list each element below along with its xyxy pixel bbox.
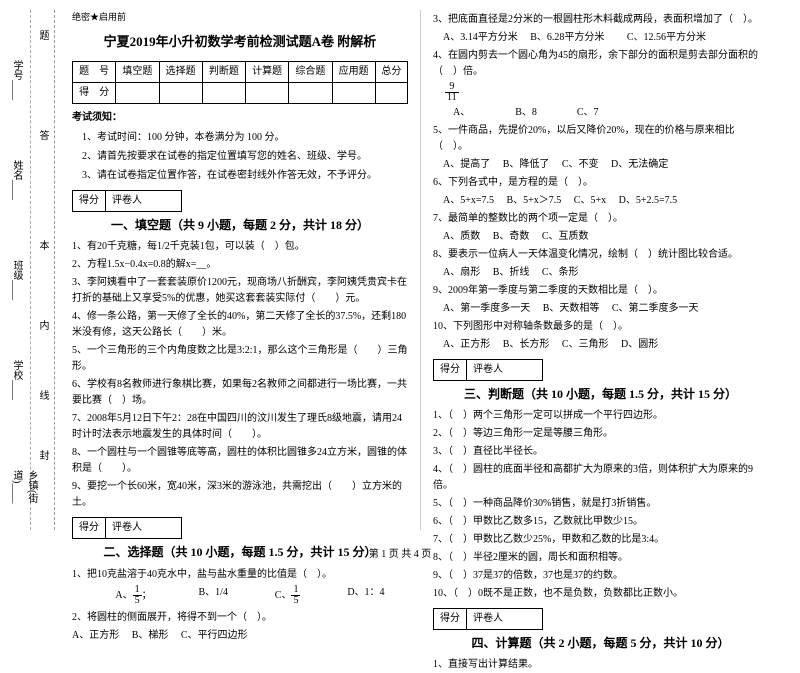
question: 8、一个圆柱与一个圆锥等底等高，圆柱的体积比圆锥多24立方米，圆锥的体积是（ ）… xyxy=(72,445,408,477)
question: 3、（ ）直径比半径长。 xyxy=(433,444,768,460)
exam-title: 宁夏2019年小升初数学考前检测试题A卷 附解析 xyxy=(72,32,408,53)
header-cell: 填空题 xyxy=(116,62,159,83)
options: A、正方形 B、梯形 C、平行四边形 xyxy=(72,628,408,644)
options: A、扇形 B、折线 C、条形 xyxy=(433,265,768,281)
question: 6、下列各式中，是方程的是（ ）。 xyxy=(433,175,768,191)
options: A、提高了 B、降低了 C、不变 D、无法确定 xyxy=(433,157,768,173)
score-label: 得 分 xyxy=(73,83,116,104)
question: 9、2009年第一季度与第二季度的天数相比是（ ）。 xyxy=(433,283,768,299)
fold-hint: 封 xyxy=(35,450,50,460)
question: 4、在圆内剪去一个圆心角为45的扇形，余下部分的面积是剪去部分面积的（ ）倍。 xyxy=(433,48,768,80)
question: 4、（ ）圆柱的底面半径和高都扩大为原来的3倍，则体积扩大为原来的9倍。 xyxy=(433,462,768,494)
question: 7、2008年5月12日下午2：28在中国四川的汶川发生了理氏8级地震，请用24… xyxy=(72,411,408,443)
fold-hint: 线 xyxy=(35,390,50,400)
question: 10、（ ）0既不是正数，也不是负数，负数都比正数小。 xyxy=(433,586,768,602)
question: 4、修一条公路，第一天修了全长的40%，第二天修了全长的37.5%，还剩180米… xyxy=(72,309,408,341)
question: 6、学校有8名教师进行象棋比赛，如果每2名教师之间都进行一场比赛，一共要比赛（ … xyxy=(72,377,408,409)
question: 10、下列图形中对称轴条数最多的是（ ）。 xyxy=(433,319,768,335)
question: 3、把底面直径是2分米的一根圆柱形木料截成两段，表面积增加了（ ）。 xyxy=(433,12,768,28)
section-4-title: 四、计算题（共 2 小题，每题 5 分，共计 10 分） xyxy=(433,634,768,653)
left-column: 绝密★启用前 宁夏2019年小升初数学考前检测试题A卷 附解析 题 号 填空题 … xyxy=(60,10,420,530)
header-cell: 综合题 xyxy=(289,62,332,83)
option-a: A、15； xyxy=(115,585,151,606)
secret-label: 绝密★启用前 xyxy=(72,10,408,24)
fold-hint: 本 xyxy=(35,240,50,250)
fold-hint: 答 xyxy=(35,130,50,140)
side-field-label: 学校____ xyxy=(9,360,24,400)
side-field-label: 乡镇(街道)____ xyxy=(9,470,39,530)
score-label: 得分 xyxy=(434,360,467,380)
question: 9、（ ）37是37的倍数，37也是37的约数。 xyxy=(433,568,768,584)
question: 5、一件商品，先提价20%，以后又降价20%，现在的价格与原来相比（ ）。 xyxy=(433,123,768,155)
option-d: D、1：4 xyxy=(347,585,384,606)
question: 5、（ ）一种商品降价30%销售，就是打3折销售。 xyxy=(433,496,768,512)
question: 9、要挖一个长60米，宽40米，深3米的游泳池，共需挖出（ ）立方米的土。 xyxy=(72,479,408,511)
notice-item: 2、请首先按要求在试卷的指定位置填写您的姓名、班级、学号。 xyxy=(72,149,408,165)
notice-title: 考试须知： xyxy=(72,110,408,126)
grader-label: 评卷人 xyxy=(467,609,509,629)
fold-hint: 内 xyxy=(35,320,50,330)
score-signoff-box: 得分 评卷人 xyxy=(433,608,543,630)
fold-hint: 题 xyxy=(35,30,50,40)
question: 3、李阿姨看中了一套套装原价1200元，现商场八折酬宾，李阿姨凭贵宾卡在打折的基… xyxy=(72,275,408,307)
options-row: A、15； B、1/4 C、15 D、1：4 xyxy=(92,585,408,606)
grader-label: 评卷人 xyxy=(467,360,509,380)
score-signoff-box: 得分 评卷人 xyxy=(72,190,182,212)
score-label: 得分 xyxy=(73,191,106,211)
options: A、正方形 B、长方形 C、三角形 D、圆形 xyxy=(433,337,768,353)
header-cell: 计算题 xyxy=(246,62,289,83)
header-cell: 总分 xyxy=(375,62,407,83)
page-content: 绝密★启用前 宁夏2019年小升初数学考前检测试题A卷 附解析 题 号 填空题 … xyxy=(0,0,800,540)
score-label: 得分 xyxy=(73,518,106,538)
grader-label: 评卷人 xyxy=(106,518,148,538)
notice-item: 1、考试时间：100 分钟，本卷满分为 100 分。 xyxy=(72,130,408,146)
question: 1、（ ）两个三角形一定可以拼成一个平行四边形。 xyxy=(433,408,768,424)
grader-label: 评卷人 xyxy=(106,191,148,211)
score-table: 题 号 填空题 选择题 判断题 计算题 综合题 应用题 总分 得 分 xyxy=(72,61,408,104)
fraction-display: 911 xyxy=(445,82,768,103)
options: A、5+x=7.5 B、5+x＞7.5 C、5+x D、5+2.5=7.5 xyxy=(433,193,768,209)
question: 1、有20千克糖，每1/2千克装1包，可以装（ ）包。 xyxy=(72,239,408,255)
score-header-row: 题 号 填空题 选择题 判断题 计算题 综合题 应用题 总分 xyxy=(73,62,408,83)
options: A、 B、8 C、7 xyxy=(433,105,768,121)
options: A、第一季度多一天 B、天数相等 C、第二季度多一天 xyxy=(433,301,768,317)
score-label: 得分 xyxy=(434,609,467,629)
header-cell: 选择题 xyxy=(159,62,202,83)
options: A、3.14平方分米 B、6.28平方分米 C、12.56平方分米 xyxy=(433,30,768,46)
question: 6、（ ）甲数比乙数多15，乙数就比甲数少15。 xyxy=(433,514,768,530)
question: 7、最简单的整数比的两个项一定是（ ）。 xyxy=(433,211,768,227)
notice-item: 3、请在试卷指定位置作答，在试卷密封线外作答无效，不予评分。 xyxy=(72,168,408,184)
page-footer: 第 1 页 共 4 页 xyxy=(0,545,800,560)
question: 1、把10克盐溶于40克水中，盐与盐水重量的比值是（ ）。 xyxy=(72,567,408,583)
side-field-label: 姓名____ xyxy=(9,160,24,200)
options: A、质数 B、奇数 C、互质数 xyxy=(433,229,768,245)
question: 1、直接写出计算结果。 xyxy=(433,657,768,673)
question: 2、将圆柱的侧面展开，将得不到一个（ ）。 xyxy=(72,610,408,626)
question: 8、要表示一位病人一天体温变化情况，绘制（ ）统计图比较合适。 xyxy=(433,247,768,263)
option-b: B、1/4 xyxy=(199,585,228,606)
side-field-label: 学号____ xyxy=(9,60,24,100)
header-cell: 应用题 xyxy=(332,62,375,83)
question: 5、一个三角形的三个内角度数之比是3:2:1，那么这个三角形是（ ）三角形。 xyxy=(72,343,408,375)
score-value-row: 得 分 xyxy=(73,83,408,104)
header-cell: 判断题 xyxy=(202,62,245,83)
question: 2、方程1.5x−0.4x=0.8的解x=__。 xyxy=(72,257,408,273)
score-signoff-box: 得分 评卷人 xyxy=(433,359,543,381)
right-column: 3、把底面直径是2分米的一根圆柱形木料截成两段，表面积增加了（ ）。 A、3.1… xyxy=(420,10,780,530)
header-cell: 题 号 xyxy=(73,62,116,83)
dotted-fold-line xyxy=(30,10,31,530)
option-c: C、15 xyxy=(275,585,301,606)
question: 2、（ ）等边三角形一定是等腰三角形。 xyxy=(433,426,768,442)
section-1-title: 一、填空题（共 9 小题，每题 2 分，共计 18 分） xyxy=(72,216,408,235)
binding-sidebar: 学号____ 姓名____ 班级____ 学校____ 乡镇(街道)____ 题答本内线封 xyxy=(5,10,55,530)
section-3-title: 三、判断题（共 10 小题，每题 1.5 分，共计 15 分） xyxy=(433,385,768,404)
score-signoff-box: 得分 评卷人 xyxy=(72,517,182,539)
side-field-label: 班级____ xyxy=(9,260,24,300)
